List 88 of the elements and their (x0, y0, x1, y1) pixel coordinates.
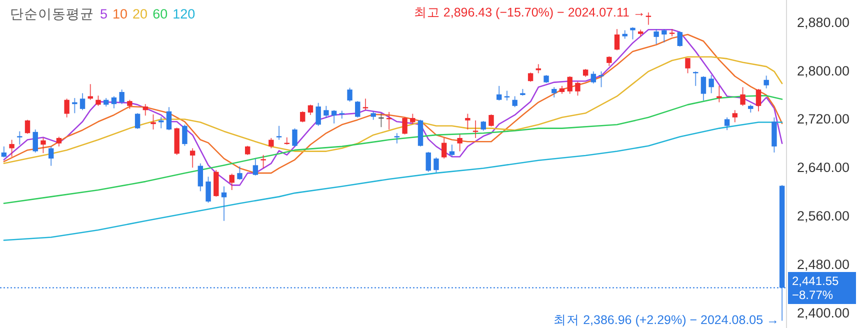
candlestick (512, 96, 518, 108)
annotation: 최고 2,896.43 (−15.70%) − 2024.07.11 → (414, 5, 646, 20)
candlestick (410, 113, 416, 125)
y-tick-label: 2,800.00 (797, 63, 850, 78)
candlestick (394, 132, 400, 144)
candlestick (724, 116, 730, 131)
candlestick (457, 134, 462, 152)
candlestick (331, 110, 337, 124)
candlestick (465, 113, 470, 130)
candlestick (9, 139, 14, 158)
candlestick (528, 72, 534, 82)
candlestick (606, 56, 612, 66)
candlestick (64, 98, 70, 118)
candlestick (708, 74, 714, 94)
candlestick (221, 186, 227, 222)
candlestick (630, 26, 636, 40)
candlestick (567, 76, 572, 94)
candlestick (206, 176, 211, 204)
candlestick (17, 130, 22, 146)
y-tick-label: 2,400.00 (797, 305, 850, 320)
y-tick-label: 2,880.00 (797, 14, 850, 30)
candlestick (654, 28, 659, 45)
candlestick (740, 86, 746, 106)
candlestick (252, 158, 258, 176)
candlestick (764, 75, 769, 89)
candlestick (700, 76, 706, 101)
legend: 단순이동평균 5 10 20 60 120 (10, 6, 196, 22)
candlestick (182, 124, 188, 146)
candlestick (402, 116, 408, 135)
candlestick (756, 88, 762, 112)
candlestick (480, 120, 486, 132)
y-tick-label: 2,720.00 (797, 112, 850, 127)
candlestick (324, 105, 329, 119)
candlestick (198, 162, 204, 192)
candlestick (166, 106, 172, 131)
candlestick (488, 114, 494, 127)
y-tick-label: 2,480.00 (797, 256, 850, 272)
candlestick (150, 114, 156, 130)
candlestick (677, 30, 682, 48)
candlestick (244, 145, 250, 156)
candlestick (48, 146, 54, 166)
candlestick (1, 146, 7, 158)
candlestick (362, 98, 368, 111)
candlestick (96, 95, 101, 106)
candlestick (472, 120, 478, 138)
candlestick (32, 129, 38, 153)
candlestick (40, 137, 46, 154)
candlestick (347, 87, 352, 102)
candlestick (316, 102, 321, 126)
candlestick (434, 156, 439, 173)
candlestick (300, 110, 306, 123)
candlestick (237, 166, 242, 180)
candlestick (614, 28, 620, 51)
candlestick (685, 58, 690, 74)
candlestick (308, 104, 314, 116)
candlestick (496, 85, 502, 101)
candlestick (504, 90, 510, 101)
candlestick (80, 92, 86, 111)
candlestick (598, 70, 604, 88)
candlestick (268, 137, 274, 149)
candlestick (134, 112, 140, 130)
candlestick (190, 148, 196, 168)
candlestick (732, 110, 738, 123)
candlestick (24, 119, 30, 134)
candlestick (590, 70, 596, 84)
candlestick (292, 128, 298, 147)
candlestick (260, 154, 266, 169)
candlestick (716, 85, 722, 103)
candlestick (142, 104, 148, 116)
candlestick (449, 144, 455, 158)
y-tick-label: 2,560.00 (797, 208, 850, 224)
candlestick (575, 81, 580, 96)
candlestick (355, 100, 360, 118)
ref-line-label: 2,441.55 −8.77% (788, 272, 856, 304)
candlestick (56, 136, 62, 147)
candlestick (229, 173, 234, 191)
candlestick (646, 12, 652, 26)
candlestick (441, 137, 447, 160)
candlestick (276, 125, 282, 140)
candlestick (111, 96, 117, 109)
y-tick-label: 2,640.00 (797, 160, 850, 176)
candlestick (88, 84, 93, 100)
candlestick (119, 89, 124, 105)
candlestick (552, 86, 557, 98)
candlestick (662, 28, 667, 43)
candlestick (127, 99, 132, 110)
candlestick (426, 151, 431, 172)
annotation: 최저 2,386.96 (+2.29%) − 2024.08.05 → (554, 313, 780, 327)
